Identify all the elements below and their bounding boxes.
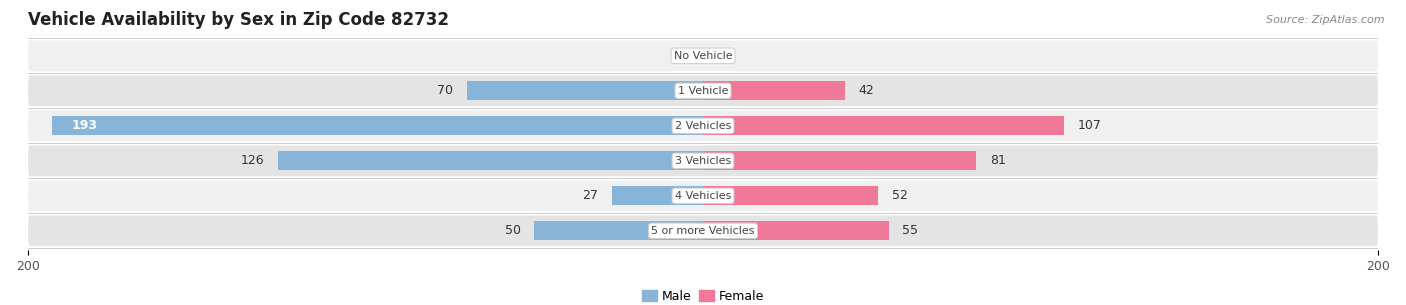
Text: 70: 70 <box>437 84 453 97</box>
Bar <box>703 151 976 170</box>
Text: 4 Vehicles: 4 Vehicles <box>675 191 731 201</box>
FancyBboxPatch shape <box>28 75 1378 106</box>
Bar <box>52 116 703 135</box>
Text: 50: 50 <box>505 224 520 237</box>
FancyBboxPatch shape <box>28 215 1378 246</box>
Bar <box>703 81 845 100</box>
Bar <box>278 151 703 170</box>
Bar <box>703 186 879 206</box>
Bar <box>703 221 889 240</box>
Bar <box>534 221 703 240</box>
Text: No Vehicle: No Vehicle <box>673 51 733 61</box>
FancyBboxPatch shape <box>28 41 1378 71</box>
Text: 81: 81 <box>990 154 1005 167</box>
Text: 0: 0 <box>710 49 717 62</box>
Text: 0: 0 <box>689 49 696 62</box>
FancyBboxPatch shape <box>28 181 1378 211</box>
Text: Source: ZipAtlas.com: Source: ZipAtlas.com <box>1267 15 1385 25</box>
FancyBboxPatch shape <box>28 110 1378 141</box>
Text: Vehicle Availability by Sex in Zip Code 82732: Vehicle Availability by Sex in Zip Code … <box>28 12 449 30</box>
Bar <box>703 116 1064 135</box>
FancyBboxPatch shape <box>28 145 1378 176</box>
Text: 5 or more Vehicles: 5 or more Vehicles <box>651 226 755 236</box>
Legend: Male, Female: Male, Female <box>637 285 769 305</box>
Bar <box>612 186 703 206</box>
Text: 107: 107 <box>1077 119 1101 132</box>
Text: 193: 193 <box>72 119 98 132</box>
Text: 27: 27 <box>582 189 599 202</box>
Text: 42: 42 <box>858 84 875 97</box>
Text: 126: 126 <box>240 154 264 167</box>
Text: 52: 52 <box>891 189 908 202</box>
Text: 1 Vehicle: 1 Vehicle <box>678 86 728 96</box>
Text: 3 Vehicles: 3 Vehicles <box>675 156 731 166</box>
Text: 2 Vehicles: 2 Vehicles <box>675 121 731 131</box>
Text: 55: 55 <box>903 224 918 237</box>
Bar <box>467 81 703 100</box>
